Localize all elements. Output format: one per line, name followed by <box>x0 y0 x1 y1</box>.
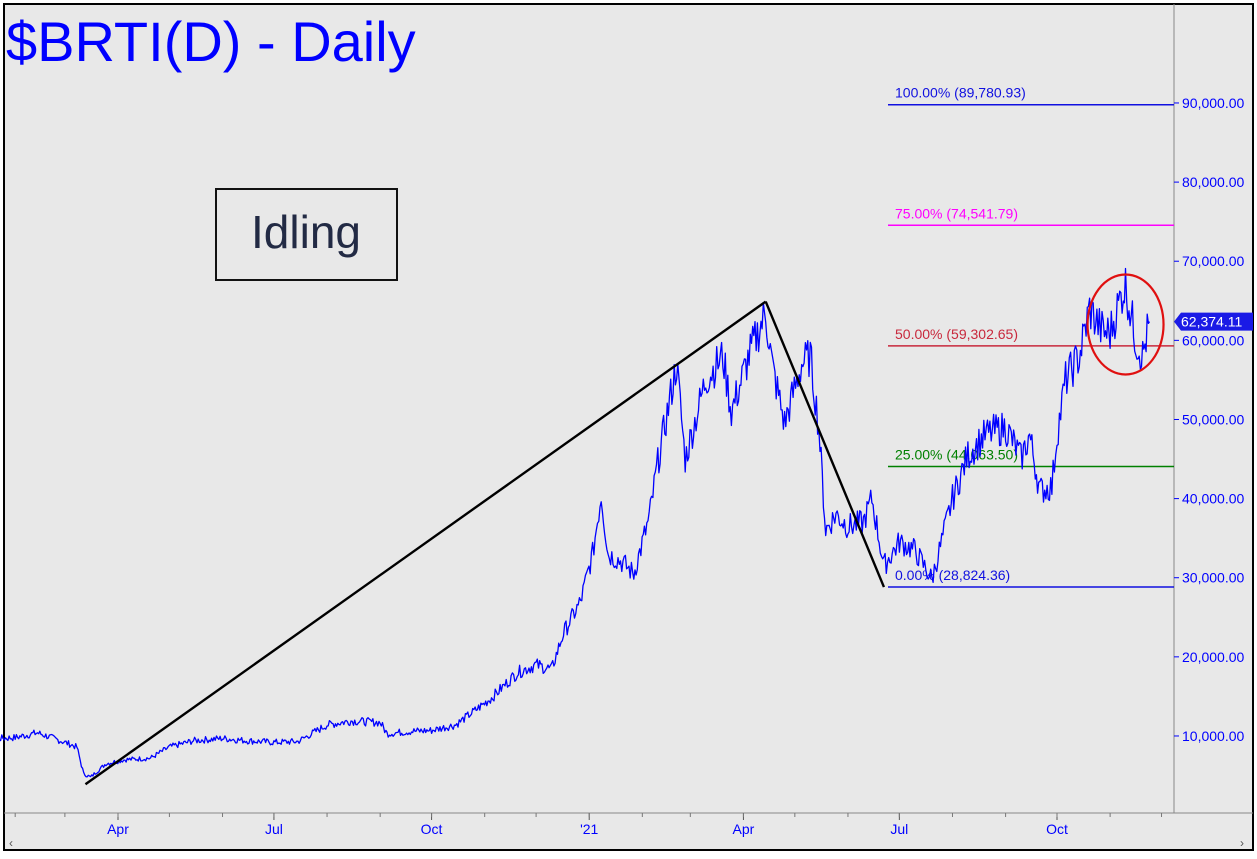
y-tick-label: 10,000.00 <box>1182 728 1244 744</box>
scroll-left-icon[interactable]: ‹ <box>9 836 13 850</box>
last-price-marker: 62,374.11 <box>1174 312 1253 331</box>
scroll-right-icon[interactable]: › <box>1240 836 1244 850</box>
y-tick-label: 20,000.00 <box>1182 649 1244 665</box>
x-tick-label: Apr <box>733 821 755 837</box>
annotation-border <box>215 188 398 281</box>
last-price-tag <box>1174 312 1253 331</box>
y-tick-label: 50,000.00 <box>1182 411 1244 427</box>
fib-level-label: 25.00% (44,063.50) <box>895 446 1018 462</box>
trendline <box>84 300 767 786</box>
trendline <box>764 301 886 588</box>
price-series <box>0 267 1151 778</box>
chart-title: $BRTI(D) - Daily <box>6 10 416 73</box>
x-axis: Apr Jul Oct '21 Apr Jul Oct <box>14 813 1163 837</box>
y-tick-label: 60,000.00 <box>1182 332 1244 348</box>
y-tick-label: 40,000.00 <box>1182 491 1244 507</box>
x-tick-label: Jul <box>890 821 908 837</box>
y-tick-label: 70,000.00 <box>1182 253 1244 269</box>
x-tick-label: Oct <box>1046 821 1068 837</box>
highlight-ellipse <box>1086 273 1165 376</box>
y-tick-label: 80,000.00 <box>1182 174 1244 190</box>
last-price-label: 62,374.11 <box>1181 314 1242 330</box>
fib-level-label: 75.00% (74,541.79) <box>895 205 1018 221</box>
fibonacci-levels: 100.00% (89,780.93) 75.00% (74,541.79) 50.… <box>888 85 1174 588</box>
x-tick-label: Jul <box>265 821 283 837</box>
highlight-circle <box>1086 273 1165 376</box>
y-axis: 10,000.00 20,000.00 30,000.00 40,000.00 50,0… <box>1174 95 1244 744</box>
scroll-arrows[interactable]: ‹ › <box>9 836 1244 850</box>
x-tick-label: Oct <box>421 821 443 837</box>
fib-level-label: 50.00% (59,302.65) <box>895 326 1018 342</box>
y-tick-label: 30,000.00 <box>1182 570 1244 586</box>
annotation-box: Idling <box>215 188 398 281</box>
plot-background <box>3 3 1254 851</box>
fib-level-label: 100.00% (89,780.93) <box>895 85 1026 101</box>
price-line <box>0 267 1151 778</box>
x-tick-label: Apr <box>107 821 129 837</box>
annotation-text: Idling <box>251 206 361 258</box>
trendlines <box>84 300 886 786</box>
y-tick-label: 90,000.00 <box>1182 95 1244 111</box>
x-tick-label: '21 <box>580 821 598 837</box>
fib-level-label: 0.00% (28,824.36) <box>895 567 1010 583</box>
